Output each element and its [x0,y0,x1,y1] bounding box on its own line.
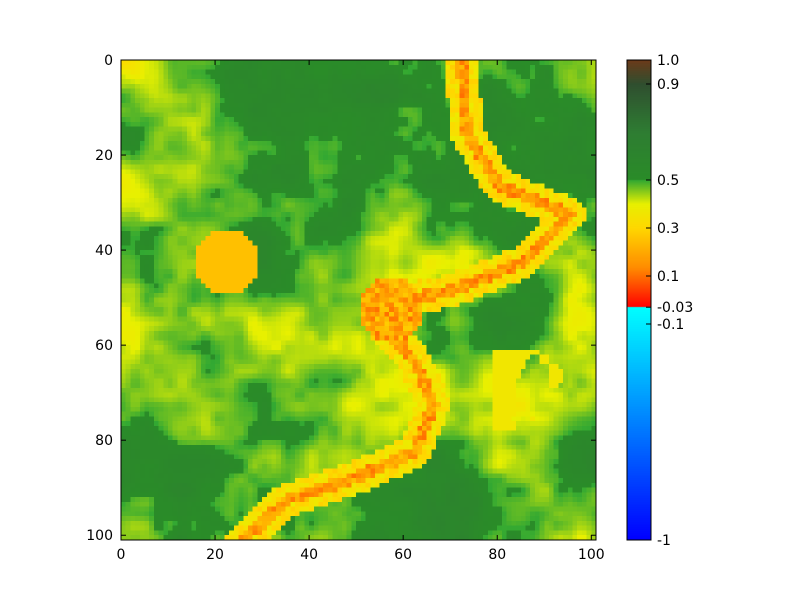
x-tick-label: 80 [488,547,506,563]
y-tick-label: 40 [95,243,113,259]
colorbar-tick-label: -1 [657,533,671,549]
colorbar-tick-label: 0.5 [657,173,679,189]
colorbar-tick-label: 1.0 [657,53,679,69]
y-tick-label: 0 [104,53,113,69]
x-tick-label: 0 [117,547,126,563]
x-tick-label: 60 [394,547,412,563]
heatmap-image [121,60,596,540]
colorbar-tick-label: 0.1 [657,269,679,285]
colorbar-gradient [627,60,651,540]
y-axis: 0 20 40 60 80 100 [86,53,596,544]
colorbar-tick-label: -0.1 [657,317,684,333]
x-tick-label: 20 [206,547,224,563]
y-tick-label: 100 [86,528,113,544]
x-axis: 0 20 40 60 80 100 [117,60,605,563]
y-tick-label: 80 [95,433,113,449]
colorbar-axis: 1.0 0.9 0.5 0.3 0.1 -0.03-0.1 -1 [646,53,693,549]
x-tick-label: 40 [300,547,318,563]
x-tick-label: 100 [578,547,605,563]
colorbar-tick-label: 0.3 [657,221,679,237]
plot-frame [120,59,597,541]
colorbar-tick-label: -0.03 [657,300,693,316]
colorbar-frame [626,59,652,541]
y-tick-label: 20 [95,148,113,164]
y-tick-label: 60 [95,338,113,354]
colorbar-tick-label: 0.9 [657,77,679,93]
